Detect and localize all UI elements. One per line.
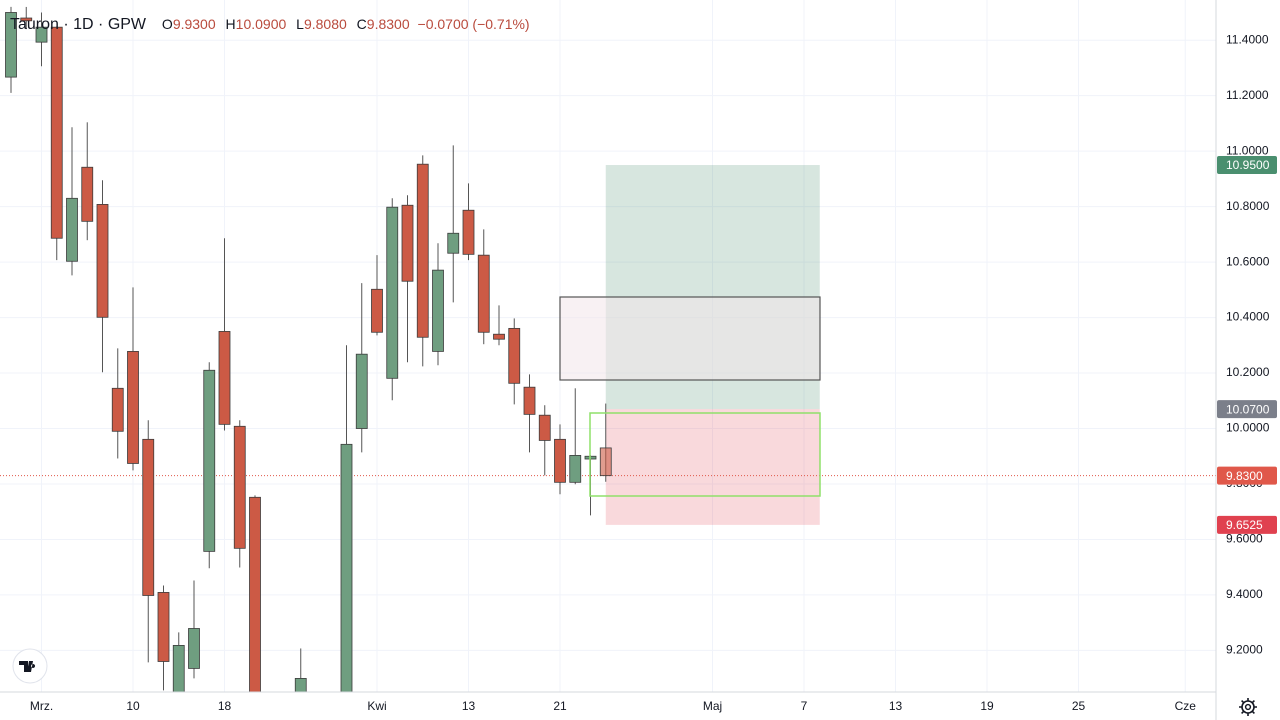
candle-body: [249, 496, 261, 692]
price-label: 9.6525: [1226, 518, 1263, 532]
candle-body: [81, 166, 94, 222]
legend-value: 9.9300: [172, 16, 216, 32]
y-tick-label: 10.8000: [1226, 199, 1270, 213]
legend-key: H: [225, 16, 236, 32]
price-label: 9.8300: [1226, 469, 1263, 483]
legend-value: 9.8080: [303, 16, 347, 32]
candle-body: [340, 443, 353, 692]
x-tick-label: 10: [126, 699, 140, 713]
candle-body: [66, 197, 78, 262]
legend-key: L: [296, 16, 304, 32]
rectangle-drawing[interactable]: [559, 296, 821, 381]
candle-body: [127, 351, 139, 464]
rectangle-drawing[interactable]: [589, 412, 821, 497]
y-tick-label: 11.0000: [1226, 143, 1269, 157]
candle-body: [50, 26, 63, 239]
candle-body: [386, 206, 399, 379]
x-tick-label: 13: [889, 699, 903, 713]
x-tick-label: 25: [1072, 699, 1086, 713]
legend-value: 9.8300: [366, 16, 410, 32]
candle-body: [554, 438, 566, 483]
candle-body: [538, 414, 551, 441]
legend-value: 10.0900: [235, 16, 287, 32]
candle-body: [142, 438, 155, 596]
x-tick-label: Kwi: [367, 699, 386, 713]
candle-body: [218, 331, 231, 425]
x-tick-label: 13: [462, 699, 476, 713]
candle-body: [599, 447, 612, 477]
candle-body: [172, 645, 185, 692]
y-tick-label: 10.4000: [1226, 310, 1270, 324]
candle-body: [493, 333, 505, 340]
y-tick-label: 10.6000: [1226, 254, 1270, 268]
x-tick-label: Cze: [1175, 699, 1197, 713]
price-label: 10.9500: [1226, 158, 1270, 172]
candle-body: [20, 17, 33, 22]
legend-key: O: [161, 16, 173, 32]
candle-body: [203, 369, 216, 552]
axes: 9.20009.40009.60009.800010.000010.200010…: [30, 32, 1277, 713]
price-label-box: [1217, 156, 1277, 175]
candle-body: [432, 269, 444, 352]
candle-body: [371, 288, 383, 333]
x-tick-label: 21: [553, 699, 567, 713]
candle-body: [35, 26, 48, 43]
symbol-legend: Tauron · 1D · GPW O9.9300 H10.0900 L9.80…: [10, 16, 530, 34]
symbol-title[interactable]: Tauron · 1D · GPW: [10, 16, 147, 33]
price-label-box: [1217, 466, 1277, 485]
y-tick-label: 10.0000: [1226, 421, 1270, 435]
candle-body: [462, 209, 475, 255]
y-tick-label: 11.4000: [1226, 32, 1269, 46]
candle-body: [96, 204, 109, 318]
y-tick-label: 11.2000: [1226, 88, 1269, 102]
candle-body: [355, 353, 368, 429]
legend-change: −0.0700 (−0.71%): [417, 16, 530, 32]
settings-icon[interactable]: [1239, 698, 1257, 716]
candle-body: [401, 204, 414, 282]
y-tick-label: 9.2000: [1226, 643, 1263, 657]
candle-body: [508, 327, 521, 384]
candle-body: [294, 678, 307, 692]
candle-body: [188, 628, 200, 669]
legend-key: C: [356, 16, 367, 32]
y-tick-label: 10.2000: [1226, 365, 1270, 379]
candle-body: [5, 12, 17, 78]
price-label: 10.0700: [1226, 402, 1270, 416]
candle-body: [569, 455, 582, 483]
candles: [5, 6, 612, 692]
candle-body: [111, 387, 124, 432]
x-tick-label: 19: [980, 699, 994, 713]
x-tick-label: Mrz.: [30, 699, 53, 713]
x-tick-label: 18: [218, 699, 232, 713]
candle-body: [157, 592, 170, 662]
candle-body: [416, 163, 429, 338]
candle-body: [233, 425, 246, 549]
candle-body: [477, 254, 490, 333]
x-tick-label: 7: [801, 699, 808, 713]
y-tick-label: 9.4000: [1226, 587, 1263, 601]
y-tick-label: 9.6000: [1226, 532, 1263, 546]
candle-body: [523, 386, 536, 415]
price-label-box: [1217, 515, 1277, 534]
candle-body: [447, 232, 460, 254]
x-tick-label: Maj: [703, 699, 722, 713]
price-label-box: [1217, 400, 1277, 419]
loss-zone: [605, 409, 820, 525]
tv-logo[interactable]: [12, 648, 48, 684]
